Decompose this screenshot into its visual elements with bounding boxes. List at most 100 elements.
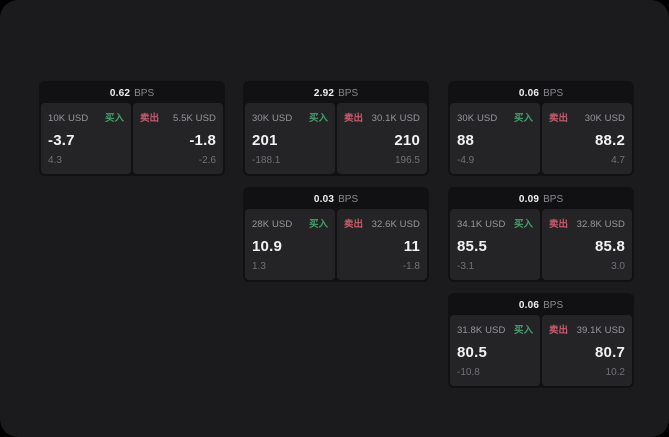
sell-panel[interactable]: 卖出 30K USD 88.2 4.7: [542, 103, 632, 174]
sell-price: 210: [394, 131, 420, 149]
sell-panel[interactable]: 卖出 5.5K USD -1.8 -2.6: [133, 103, 223, 174]
quote-card: 0.03 BPS 28K USD 买入 10.9 1.3 卖出 32.6K US…: [243, 187, 429, 282]
bps-unit-label: BPS: [338, 193, 359, 205]
sell-side-label: 卖出: [549, 325, 569, 336]
bps-spread-header: 2.92 BPS: [245, 83, 427, 103]
buy-amount: 28K USD: [252, 219, 293, 230]
bps-spread-value: 0.06: [518, 87, 540, 99]
bps-unit-label: BPS: [543, 87, 564, 99]
buy-amount: 34.1K USD: [457, 219, 506, 230]
sell-side-label: 卖出: [344, 113, 364, 124]
sell-amount: 32.8K USD: [576, 219, 625, 230]
bps-unit-label: BPS: [543, 299, 564, 311]
quote-card: 0.09 BPS 34.1K USD 买入 85.5 -3.1 卖出 32.8K…: [448, 187, 634, 282]
sell-delta: 196.5: [394, 155, 420, 166]
buy-panel[interactable]: 10K USD 买入 -3.7 4.3: [41, 103, 131, 174]
bps-spread-header: 0.09 BPS: [450, 189, 632, 209]
buy-side-label: 买入: [308, 219, 328, 230]
buy-panel-header: 10K USD 买入: [48, 110, 124, 124]
sell-side-label: 卖出: [549, 113, 569, 124]
sell-amount: 5.5K USD: [172, 113, 216, 124]
buy-amount: 31.8K USD: [457, 325, 506, 336]
sell-delta: 10.2: [605, 367, 625, 378]
buy-delta: -188.1: [252, 155, 281, 166]
sell-side-label: 卖出: [549, 219, 569, 230]
buy-delta: -3.1: [457, 261, 475, 272]
bps-spread-value: 0.06: [518, 299, 540, 311]
sell-price: 80.7: [595, 343, 625, 361]
buy-side-label: 买入: [104, 113, 124, 124]
quote-card: 0.06 BPS 31.8K USD 买入 80.5 -10.8 卖出 39.1…: [448, 293, 634, 388]
bps-unit-label: BPS: [134, 87, 155, 99]
buy-price: 80.5: [457, 343, 487, 361]
quote-panels: 30K USD 买入 88 -4.9 卖出 30K USD 88.2 4.7: [450, 103, 632, 174]
buy-amount: 10K USD: [48, 113, 89, 124]
bps-spread-value: 0.62: [109, 87, 131, 99]
sell-price: 85.8: [595, 237, 625, 255]
bps-spread-header: 0.62 BPS: [41, 83, 223, 103]
buy-panel-header: 28K USD 买入: [252, 216, 328, 230]
buy-panel-header: 30K USD 买入: [252, 110, 328, 124]
buy-panel[interactable]: 30K USD 买入 201 -188.1: [245, 103, 335, 174]
buy-panel-header: 34.1K USD 买入: [457, 216, 533, 230]
buy-side-label: 买入: [513, 219, 533, 230]
sell-panel-header: 卖出 30.1K USD: [344, 110, 420, 124]
sell-delta: -1.8: [402, 261, 420, 272]
sell-panel[interactable]: 卖出 32.6K USD 11 -1.8: [337, 209, 427, 280]
buy-price: 85.5: [457, 237, 487, 255]
sell-delta: -2.6: [198, 155, 216, 166]
quote-card: 0.06 BPS 30K USD 买入 88 -4.9 卖出 30K USD 8…: [448, 81, 634, 176]
buy-delta: -4.9: [457, 155, 475, 166]
sell-panel[interactable]: 卖出 39.1K USD 80.7 10.2: [542, 315, 632, 386]
buy-delta: -10.8: [457, 367, 480, 378]
quote-card: 2.92 BPS 30K USD 买入 201 -188.1 卖出 30.1K …: [243, 81, 429, 176]
sell-amount: 30.1K USD: [371, 113, 420, 124]
sell-amount: 39.1K USD: [576, 325, 625, 336]
quote-panels: 10K USD 买入 -3.7 4.3 卖出 5.5K USD -1.8 -2.…: [41, 103, 223, 174]
buy-amount: 30K USD: [457, 113, 498, 124]
bps-unit-label: BPS: [543, 193, 564, 205]
buy-side-label: 买入: [308, 113, 328, 124]
sell-panel-header: 卖出 39.1K USD: [549, 322, 625, 336]
buy-delta: 1.3: [252, 261, 266, 272]
buy-panel[interactable]: 34.1K USD 买入 85.5 -3.1: [450, 209, 540, 280]
quote-panels: 31.8K USD 买入 80.5 -10.8 卖出 39.1K USD 80.…: [450, 315, 632, 386]
buy-panel-header: 30K USD 买入: [457, 110, 533, 124]
buy-price: -3.7: [48, 131, 75, 149]
buy-delta: 4.3: [48, 155, 62, 166]
bps-spread-value: 0.09: [518, 193, 540, 205]
bps-spread-value: 2.92: [313, 87, 335, 99]
quote-card: 0.62 BPS 10K USD 买入 -3.7 4.3 卖出 5.5K USD…: [39, 81, 225, 176]
buy-panel[interactable]: 31.8K USD 买入 80.5 -10.8: [450, 315, 540, 386]
quote-panels: 34.1K USD 买入 85.5 -3.1 卖出 32.8K USD 85.8…: [450, 209, 632, 280]
sell-panel-header: 卖出 30K USD: [549, 110, 625, 124]
sell-amount: 32.6K USD: [371, 219, 420, 230]
buy-panel[interactable]: 30K USD 买入 88 -4.9: [450, 103, 540, 174]
bps-spread-header: 0.06 BPS: [450, 295, 632, 315]
sell-price: 11: [403, 237, 420, 255]
sell-price: 88.2: [595, 131, 625, 149]
quote-panels: 28K USD 买入 10.9 1.3 卖出 32.6K USD 11 -1.8: [245, 209, 427, 280]
sell-side-label: 卖出: [140, 113, 160, 124]
bps-spread-header: 0.03 BPS: [245, 189, 427, 209]
sell-delta: 4.7: [611, 155, 625, 166]
buy-price: 88: [457, 131, 475, 149]
sell-panel-header: 卖出 5.5K USD: [140, 110, 216, 124]
bps-unit-label: BPS: [338, 87, 359, 99]
sell-panel-header: 卖出 32.6K USD: [344, 216, 420, 230]
buy-panel[interactable]: 28K USD 买入 10.9 1.3: [245, 209, 335, 280]
sell-price: -1.8: [189, 131, 216, 149]
sell-delta: 3.0: [611, 261, 625, 272]
bps-spread-value: 0.03: [313, 193, 335, 205]
buy-panel-header: 31.8K USD 买入: [457, 322, 533, 336]
sell-panel[interactable]: 卖出 30.1K USD 210 196.5: [337, 103, 427, 174]
sell-amount: 30K USD: [584, 113, 625, 124]
quote-panels: 30K USD 买入 201 -188.1 卖出 30.1K USD 210 1…: [245, 103, 427, 174]
buy-price: 10.9: [252, 237, 282, 255]
sell-panel[interactable]: 卖出 32.8K USD 85.8 3.0: [542, 209, 632, 280]
buy-amount: 30K USD: [252, 113, 293, 124]
sell-panel-header: 卖出 32.8K USD: [549, 216, 625, 230]
buy-side-label: 买入: [513, 325, 533, 336]
sell-side-label: 卖出: [344, 219, 364, 230]
